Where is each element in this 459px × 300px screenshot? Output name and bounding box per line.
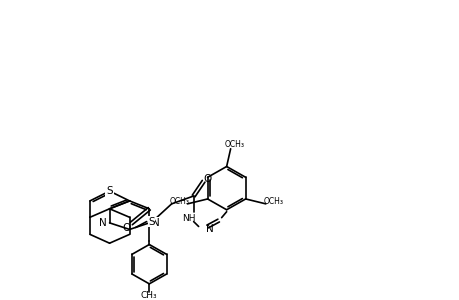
Text: S: S: [148, 217, 155, 226]
Text: OCH₃: OCH₃: [263, 197, 283, 206]
Text: CH₃: CH₃: [140, 291, 157, 300]
Text: O: O: [203, 174, 211, 184]
Text: N: N: [152, 218, 160, 228]
Text: O: O: [122, 224, 130, 233]
Text: OCH₃: OCH₃: [169, 197, 189, 206]
Text: N: N: [205, 224, 213, 234]
Text: N: N: [99, 218, 106, 228]
Text: NH: NH: [181, 214, 195, 223]
Text: S: S: [106, 186, 112, 196]
Text: OCH₃: OCH₃: [224, 140, 244, 149]
